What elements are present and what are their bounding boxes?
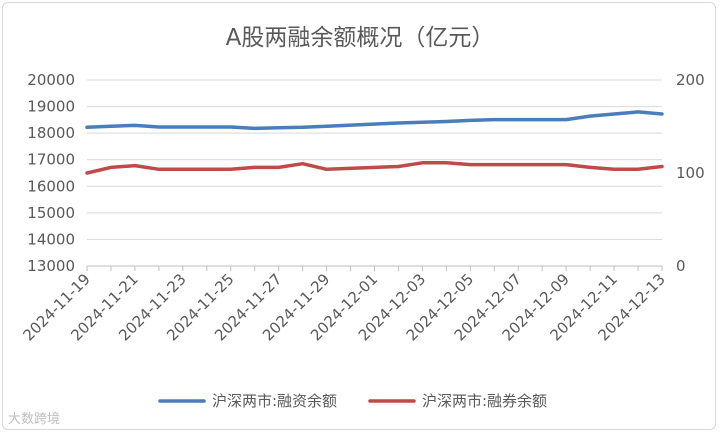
y-right-tick-label: 200: [676, 71, 705, 89]
y-left-tick-label: 14000: [27, 230, 75, 248]
series-line-2: [85, 161, 664, 175]
series-line-1: [85, 110, 664, 131]
y-left-tick-label: 13000: [27, 257, 75, 275]
legend-label-2: 沪深两市:融券余额: [422, 392, 547, 410]
y-left-tick-label: 17000: [27, 151, 75, 169]
legend-label-1: 沪深两市:融资余额: [212, 392, 337, 410]
y-left-tick-label: 18000: [27, 124, 75, 142]
grid-lines: [87, 79, 662, 267]
y-left-tick-label: 19000: [27, 98, 75, 116]
series-lines: [85, 110, 664, 175]
chart-title: A股两融余额概况（亿元）: [225, 25, 495, 51]
y-left-tick-label: 15000: [27, 204, 75, 222]
y-axis-left: 13000 14000 15000 16000 17000 18000 19000 20000: [27, 71, 75, 275]
y-right-tick-label: 100: [676, 164, 705, 182]
legend: 沪深两市:融资余额 沪深两市:融券余额: [158, 392, 547, 410]
x-axis: 2024-11-192024-11-212024-11-232024-11-25…: [19, 266, 669, 344]
y-left-tick-label: 20000: [27, 71, 75, 89]
y-right-tick-label: 0: [676, 257, 686, 275]
y-left-tick-label: 16000: [27, 177, 75, 195]
watermark: 大数跨境: [8, 412, 61, 427]
y-axis-right: 0 100 200: [676, 71, 705, 275]
